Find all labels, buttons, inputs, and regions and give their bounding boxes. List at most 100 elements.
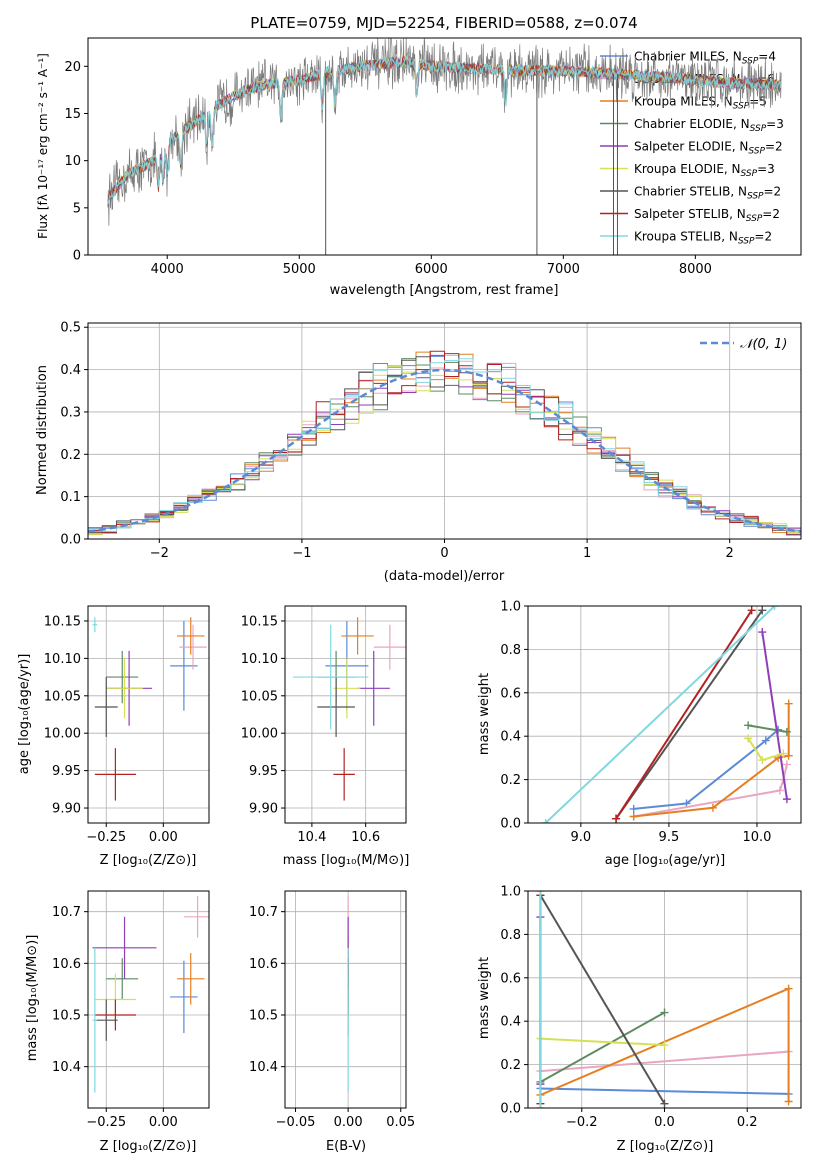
weight-vs-age-xlabel: age [log₁₀(age/yr)] bbox=[605, 853, 726, 868]
y-tick-label: 0.6 bbox=[500, 686, 521, 701]
residuals-xlabel: (data-model)/error bbox=[384, 569, 505, 584]
spectrum-xlabel: wavelength [Angstrom, rest frame] bbox=[330, 283, 559, 298]
legend-label: Kroupa ELODIE, NSSP=3 bbox=[634, 162, 775, 179]
weight-marker bbox=[660, 1099, 669, 1108]
axes-frame bbox=[284, 605, 407, 824]
y-tick-label: 1.0 bbox=[500, 600, 521, 615]
y-tick-label: 15 bbox=[64, 107, 81, 122]
spectrum-ylabel: Flux [fλ 10⁻¹⁷ erg cm⁻² s⁻¹ A⁻¹] bbox=[36, 53, 50, 239]
x-tick-label: 2 bbox=[726, 546, 734, 561]
weight-vs-z-xlabel: Z [log₁₀(Z/Z⊙)] bbox=[617, 1139, 714, 1154]
weight-line-chabrier-stelib bbox=[615, 609, 764, 820]
y-tick-label: 0.0 bbox=[500, 817, 521, 832]
y-tick-label: 10.00 bbox=[241, 727, 278, 742]
weight-marker bbox=[541, 819, 550, 823]
y-tick-label: 10.7 bbox=[52, 905, 81, 920]
plot-area bbox=[293, 617, 406, 801]
spectrum-title: PLATE=0759, MJD=52254, FIBERID=0588, z=0… bbox=[250, 14, 637, 32]
weight-marker bbox=[744, 721, 753, 730]
legend-label: Salpeter STELIB, NSSP=2 bbox=[634, 207, 780, 224]
normal-legend-label: 𝒩(0, 1) bbox=[740, 337, 787, 352]
weight-line-chabrier-elodie bbox=[539, 1011, 665, 1083]
plot-area bbox=[92, 896, 209, 1093]
weight-marker bbox=[782, 760, 791, 769]
plot-area bbox=[88, 350, 801, 536]
weight-line-chabrier-elodie bbox=[748, 724, 788, 733]
age-vs-z-ylabel: age [log₁₀(age/yr)] bbox=[17, 654, 32, 775]
legend-label: Chabrier STELIB, NSSP=2 bbox=[634, 185, 781, 202]
weight-line-salpeter-elodie bbox=[761, 631, 788, 800]
weight-line-salpeter-miles bbox=[540, 1050, 789, 1073]
weight-marker bbox=[784, 751, 793, 760]
x-tick-label: 5000 bbox=[283, 262, 316, 277]
weight-line-kroupa-elodie bbox=[540, 1037, 665, 1047]
y-tick-label: 10.5 bbox=[249, 1009, 278, 1024]
weight-marker bbox=[775, 786, 784, 795]
age-vs-mass-panel: mass [log₁₀(M/M⊙)] 10.4 10.6 9.90 9.95 10.00… bbox=[241, 605, 410, 868]
weight-marker bbox=[660, 1041, 669, 1050]
y-tick-label: 10.05 bbox=[44, 689, 81, 704]
mass-vs-ebv-panel: E(B-V) −0.05 0.00 0.05 10.4 10.5 10.6 10.7 bbox=[249, 890, 415, 1154]
weight-marker bbox=[629, 804, 638, 813]
y-tick-label: 0.0 bbox=[500, 1102, 521, 1117]
axes-frame bbox=[87, 890, 210, 1109]
residuals-legend: 𝒩(0, 1) bbox=[700, 337, 787, 352]
x-tick-label: 0.05 bbox=[386, 1115, 415, 1130]
plot-area bbox=[92, 617, 207, 801]
mass-vs-z-ylabel: mass [log₁₀(M/M⊙)] bbox=[25, 935, 40, 1062]
weight-marker bbox=[708, 803, 717, 812]
weight-line-chabrier-miles bbox=[633, 728, 779, 810]
y-tick-label: 10.6 bbox=[52, 957, 81, 972]
age-vs-z-xlabel: Z [log₁₀(Z/Z⊙)] bbox=[100, 853, 197, 868]
mass-vs-ebv-xlabel: E(B-V) bbox=[326, 1139, 366, 1154]
y-tick-label: 0.2 bbox=[500, 1058, 521, 1073]
y-tick-label: 10.4 bbox=[249, 1060, 278, 1075]
y-tick-label: 0.4 bbox=[500, 1015, 521, 1030]
weight-marker bbox=[779, 749, 788, 758]
x-tick-label: −0.2 bbox=[566, 1115, 598, 1130]
weight-marker bbox=[536, 891, 545, 895]
weight-vs-age-ylabel: mass weight bbox=[477, 673, 492, 755]
mass-vs-z-panel: Z [log₁₀(Z/Z⊙)] mass [log₁₀(M/M⊙)] −0.25… bbox=[25, 890, 210, 1154]
y-tick-label: 10.05 bbox=[241, 689, 278, 704]
x-tick-label: 0.0 bbox=[654, 1115, 675, 1130]
x-tick-label: 8000 bbox=[679, 262, 712, 277]
x-tick-label: 4000 bbox=[151, 262, 184, 277]
age-vs-mass-xlabel: mass [log₁₀(M/M⊙)] bbox=[283, 853, 410, 868]
weight-marker bbox=[758, 628, 767, 637]
y-tick-label: 0.0 bbox=[60, 533, 81, 548]
y-tick-label: 10.10 bbox=[44, 652, 81, 667]
y-tick-label: 0.2 bbox=[500, 773, 521, 788]
y-tick-label: 0.4 bbox=[500, 730, 521, 745]
plot-area bbox=[107, 38, 782, 255]
weight-marker bbox=[784, 699, 793, 708]
weight-marker bbox=[612, 814, 621, 823]
x-tick-label: 0.2 bbox=[737, 1115, 758, 1130]
weight-marker bbox=[758, 606, 767, 615]
y-tick-label: 0.2 bbox=[60, 448, 81, 463]
weight-line-kroupa-stelib bbox=[544, 606, 776, 823]
axes-frame bbox=[87, 322, 802, 540]
weight-line-salpeter-stelib bbox=[615, 609, 753, 820]
weight-marker bbox=[758, 756, 767, 765]
weight-marker bbox=[536, 1104, 545, 1108]
y-tick-label: 9.90 bbox=[52, 802, 81, 817]
x-tick-label: 10.0 bbox=[742, 830, 771, 845]
weight-vs-z-panel: Z [log₁₀(Z/Z⊙)] mass weight −0.2 0.0 0.2 0.… bbox=[477, 885, 802, 1154]
residuals-ylabel: Normed distribution bbox=[35, 365, 50, 495]
y-tick-label: 1.0 bbox=[500, 885, 521, 900]
x-tick-label: 0.00 bbox=[149, 830, 178, 845]
model-spectrum-kroupa-stelib bbox=[107, 55, 782, 205]
y-tick-label: 10.15 bbox=[241, 614, 278, 629]
weight-marker bbox=[770, 606, 779, 610]
x-tick-label: 10.4 bbox=[297, 830, 326, 845]
axes-frame bbox=[284, 890, 407, 1109]
x-tick-label: 9.5 bbox=[659, 830, 680, 845]
weight-marker bbox=[629, 812, 638, 821]
y-tick-label: 0.8 bbox=[500, 928, 521, 943]
y-tick-label: 10.00 bbox=[44, 727, 81, 742]
x-tick-label: −0.25 bbox=[86, 830, 126, 845]
spectrum-panel: PLATE=0759, MJD=52254, FIBERID=0588, z=0… bbox=[36, 14, 802, 298]
